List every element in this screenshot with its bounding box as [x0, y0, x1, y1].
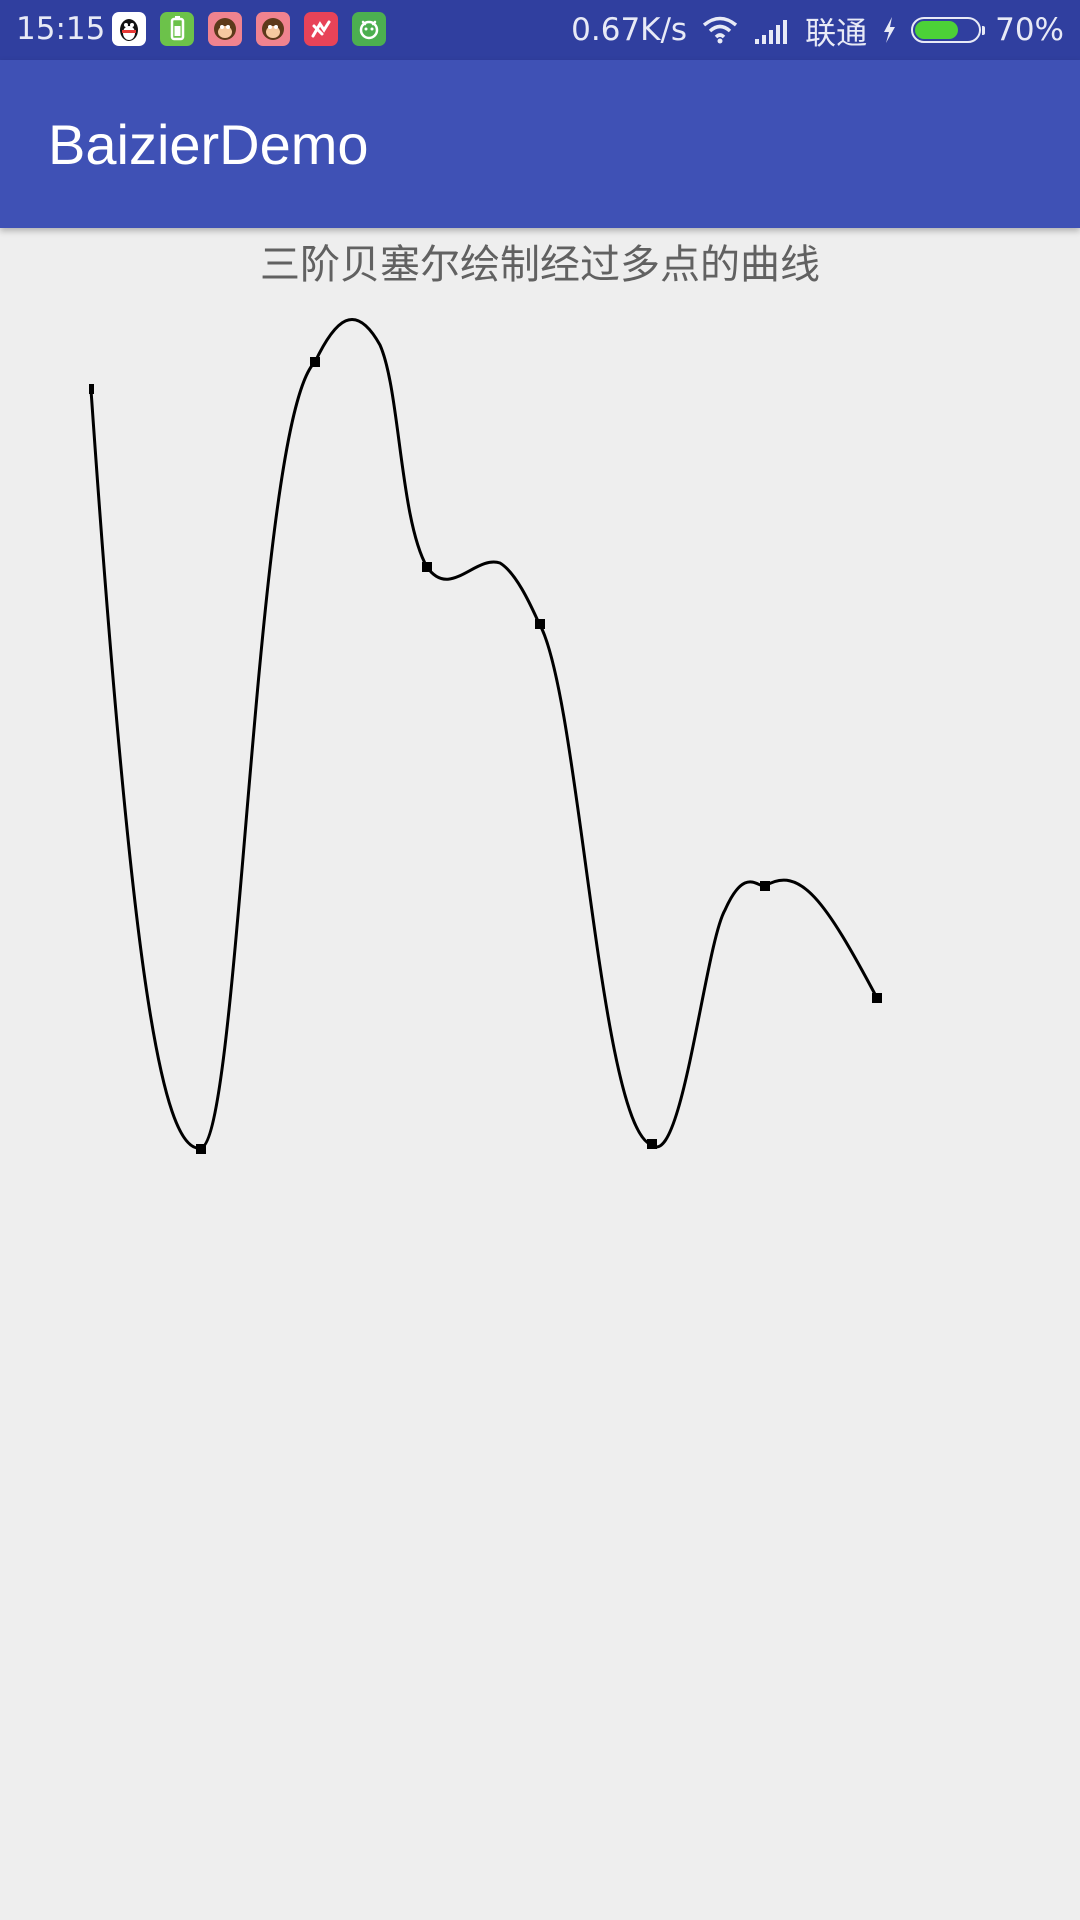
wifi-icon: [701, 15, 739, 45]
red-app-icon: [304, 12, 338, 46]
battery-tip: [982, 26, 986, 35]
curve-anchor-point: [872, 993, 882, 1003]
battery-app-icon: [160, 12, 194, 46]
battery-fill: [915, 21, 959, 39]
status-right-group: 0.67K/s 联通: [571, 0, 1064, 60]
monkey-app-icon: [208, 12, 242, 46]
curve-caption: 三阶贝塞尔绘制经过多点的曲线: [260, 242, 820, 288]
curve-anchor-point: [647, 1139, 657, 1149]
app-title: BaizierDemo: [48, 113, 369, 176]
curve-anchor-point: [422, 562, 432, 572]
status-time: 15:15: [16, 11, 106, 47]
status-bar: 15:15: [0, 0, 1080, 60]
monkey-app-icon-2: [256, 12, 290, 46]
bezier-curve: [89, 318, 879, 1150]
signal-icon: [753, 17, 791, 44]
curve-anchor-point: [89, 384, 94, 394]
charging-icon: [881, 16, 897, 44]
app-bar: BaizierDemo: [0, 60, 1080, 228]
battery-icon: [911, 17, 986, 43]
green-app-icon: [352, 12, 386, 46]
battery-percent: 70%: [995, 12, 1064, 48]
curve-anchor-point: [760, 881, 770, 891]
carrier-label: 联通: [805, 15, 868, 52]
network-speed: 0.67K/s: [571, 12, 688, 48]
qq-icon: [112, 12, 146, 46]
curve-anchor-point: [196, 1144, 206, 1154]
curve-anchor-point: [535, 619, 545, 629]
curve-anchor-point: [310, 357, 320, 367]
